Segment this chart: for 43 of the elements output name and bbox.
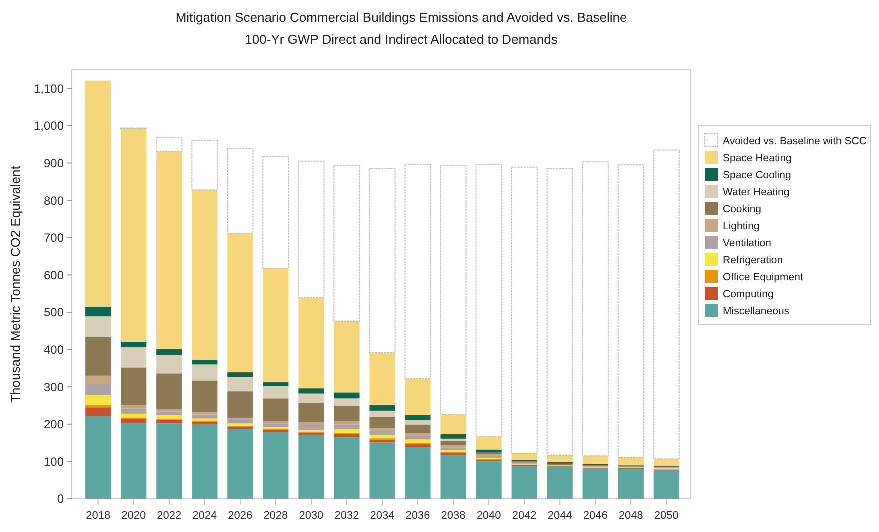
x-tick-label: 2048 — [618, 510, 644, 522]
x-tick-label: 2034 — [370, 510, 395, 522]
x-tick-label: 2040 — [476, 510, 502, 522]
y-tick-label: 0 — [57, 492, 64, 506]
x-tick-label: 2020 — [122, 510, 146, 522]
y-tick-label: 200 — [44, 418, 64, 432]
chart-subtitle: 100-Yr GWP Direct and Indirect Allocated to Demands — [245, 32, 558, 47]
y-axis-title: Thousand Metric Tonnes CO2 Equivalent — [8, 166, 23, 403]
y-tick-label: 1,100 — [34, 82, 64, 96]
x-tick-label: 2028 — [264, 510, 288, 522]
legend-label: Cooking — [723, 204, 762, 216]
legend-label: Water Heating — [723, 186, 790, 199]
y-tick-label: 900 — [44, 156, 64, 170]
x-tick-label: 2024 — [192, 510, 218, 522]
y-tick-label: 800 — [44, 194, 64, 208]
legend-label: Refrigeration — [723, 254, 784, 267]
legend-label: Space Cooling — [723, 170, 792, 182]
legend-label: Computing — [723, 288, 774, 301]
x-tick-label: 2032 — [334, 510, 360, 522]
y-tick-label: 600 — [44, 268, 64, 282]
chart-title: Mitigation Scenario Commercial Buildings Emissions and Avoided vs. Baseline — [176, 10, 628, 25]
x-tick-label: 2036 — [406, 510, 430, 522]
y-tick-label: 500 — [44, 306, 64, 320]
legend-label: Lighting — [723, 220, 760, 233]
y-tick-label: 1,000 — [34, 119, 64, 134]
x-tick-label: 2046 — [583, 510, 608, 522]
x-tick-label: 2042 — [512, 510, 537, 522]
y-tick-label: 100 — [44, 454, 64, 469]
x-tick-label: 2030 — [299, 510, 324, 522]
legend-label: Miscellaneous — [723, 306, 790, 318]
legend-label: Ventilation — [723, 238, 772, 250]
x-tick-label: 2026 — [228, 510, 253, 522]
legend-label: Avoided vs. Baseline with SCC — [723, 136, 868, 148]
x-tick-label: 2050 — [654, 510, 679, 522]
x-tick-label: 2038 — [441, 510, 466, 522]
x-tick-label: 2018 — [86, 510, 111, 522]
y-tick-label: 700 — [44, 231, 64, 246]
x-tick-label: 2022 — [157, 510, 182, 522]
y-tick-label: 300 — [44, 380, 64, 394]
y-tick-label: 400 — [44, 342, 64, 357]
x-tick-label: 2044 — [548, 510, 572, 522]
legend-label: Space Heating — [723, 152, 792, 165]
legend-label: Office Equipment — [723, 272, 804, 284]
